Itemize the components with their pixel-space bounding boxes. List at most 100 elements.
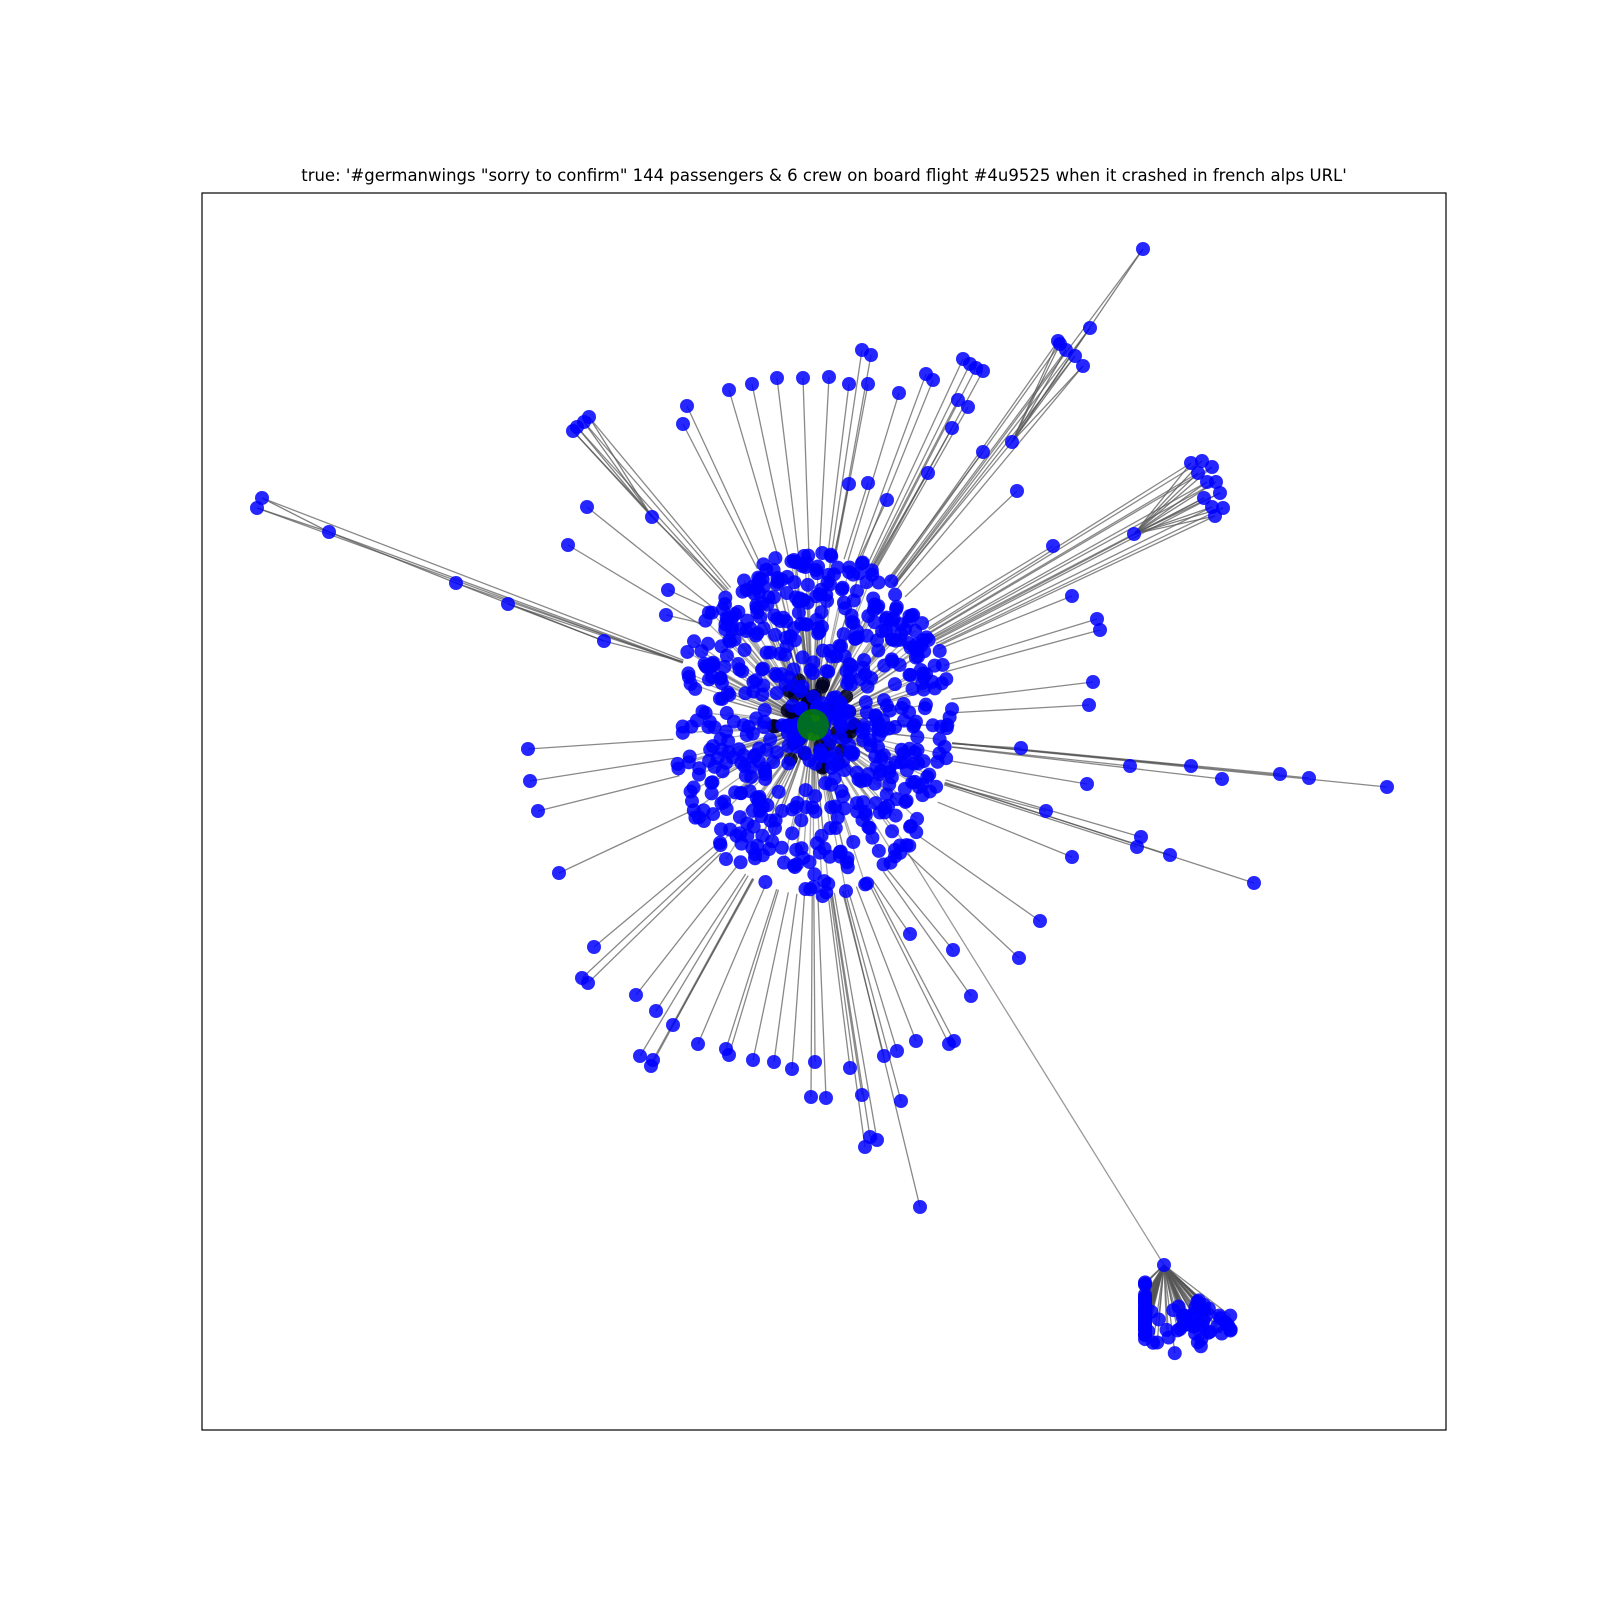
edge <box>586 506 713 608</box>
bottom-cluster-node <box>1138 1308 1152 1323</box>
edge <box>813 894 816 1063</box>
cluster-node <box>834 719 849 734</box>
peripheral-node <box>581 976 595 990</box>
cluster-node <box>757 761 772 776</box>
cluster-node <box>704 605 719 620</box>
edge <box>581 850 720 979</box>
edge <box>949 760 1088 785</box>
cluster-node <box>823 733 838 748</box>
edge <box>855 373 927 564</box>
peripheral-node <box>1068 349 1082 363</box>
edge <box>830 349 863 557</box>
peripheral-node <box>561 538 575 552</box>
edge <box>892 248 1144 586</box>
edge <box>603 640 684 663</box>
peripheral-node <box>719 1042 733 1056</box>
edge <box>576 426 653 518</box>
cluster-node <box>868 709 883 724</box>
cluster-node <box>759 645 774 660</box>
edge <box>583 421 653 518</box>
edge <box>830 893 863 1096</box>
cluster-node <box>757 720 772 735</box>
edge <box>1133 515 1216 535</box>
edge <box>855 886 917 1042</box>
peripheral-node <box>1205 460 1219 474</box>
cluster-node <box>744 760 759 775</box>
cluster-node <box>858 667 873 682</box>
edge <box>655 873 747 1012</box>
edge <box>865 358 964 568</box>
cluster-node <box>768 813 783 828</box>
peripheral-node <box>843 1061 857 1075</box>
cluster-node <box>712 691 727 706</box>
edge <box>686 405 763 568</box>
edge <box>829 893 866 1148</box>
edge <box>697 884 767 1045</box>
edge <box>1011 355 1076 443</box>
cluster-node <box>719 724 734 739</box>
peripheral-node <box>822 370 836 384</box>
cluster-node <box>865 830 880 845</box>
cluster-node <box>823 821 838 836</box>
edge <box>935 506 1213 645</box>
peripheral-node <box>1014 741 1028 755</box>
cluster-node <box>781 756 796 771</box>
edge <box>261 497 330 533</box>
peripheral-node <box>880 493 894 507</box>
cluster-node <box>932 732 947 747</box>
edge <box>844 890 902 1102</box>
peripheral-node <box>1136 242 1150 256</box>
edge <box>944 781 1255 884</box>
cluster-node <box>916 682 931 697</box>
bottom-cluster-node <box>1138 1275 1152 1290</box>
peripheral-node <box>770 371 784 385</box>
peripheral-node <box>680 399 694 413</box>
bottom-cluster-node <box>1167 1346 1182 1361</box>
cluster-node <box>888 587 903 602</box>
cluster-node <box>888 755 903 770</box>
edge <box>833 892 878 1141</box>
cluster-node <box>717 659 732 674</box>
cluster-node <box>796 850 811 865</box>
edge <box>728 889 780 1056</box>
cluster-node <box>785 826 800 841</box>
edge <box>928 460 1203 631</box>
edge <box>1133 481 1208 535</box>
edge <box>672 878 755 1026</box>
peripheral-node <box>676 417 690 431</box>
cluster-node <box>903 818 918 833</box>
bottom-cluster-node <box>1150 1335 1165 1350</box>
cluster-node <box>837 763 852 778</box>
cluster-node <box>749 600 764 615</box>
peripheral-node <box>629 988 643 1002</box>
cluster-node <box>755 848 770 863</box>
peripheral-node <box>870 1133 884 1147</box>
cluster-node <box>818 776 833 791</box>
peripheral-node <box>1191 466 1205 480</box>
peripheral-node <box>1005 435 1019 449</box>
peripheral-node <box>1184 759 1198 773</box>
cluster-node <box>743 621 758 636</box>
cluster-node <box>885 654 900 669</box>
cluster-node <box>889 599 904 614</box>
cluster-node <box>902 741 917 756</box>
cluster-node <box>725 610 740 625</box>
peripheral-node <box>1086 675 1100 689</box>
cluster-node <box>680 644 695 659</box>
peripheral-node <box>945 421 959 435</box>
cluster-node <box>726 714 741 729</box>
peripheral-node <box>449 576 463 590</box>
peripheral-node <box>745 377 759 391</box>
peripheral-node <box>587 940 601 954</box>
edge <box>328 531 457 584</box>
peripheral-node <box>1065 589 1079 603</box>
cluster-node <box>861 609 876 624</box>
cluster-node <box>864 563 879 578</box>
edge <box>932 481 1217 638</box>
peripheral-node <box>1090 612 1104 626</box>
edge <box>905 851 1020 959</box>
cluster-node <box>858 695 873 710</box>
peripheral-node <box>1380 780 1394 794</box>
edge <box>930 466 1213 634</box>
edge <box>752 892 789 1061</box>
